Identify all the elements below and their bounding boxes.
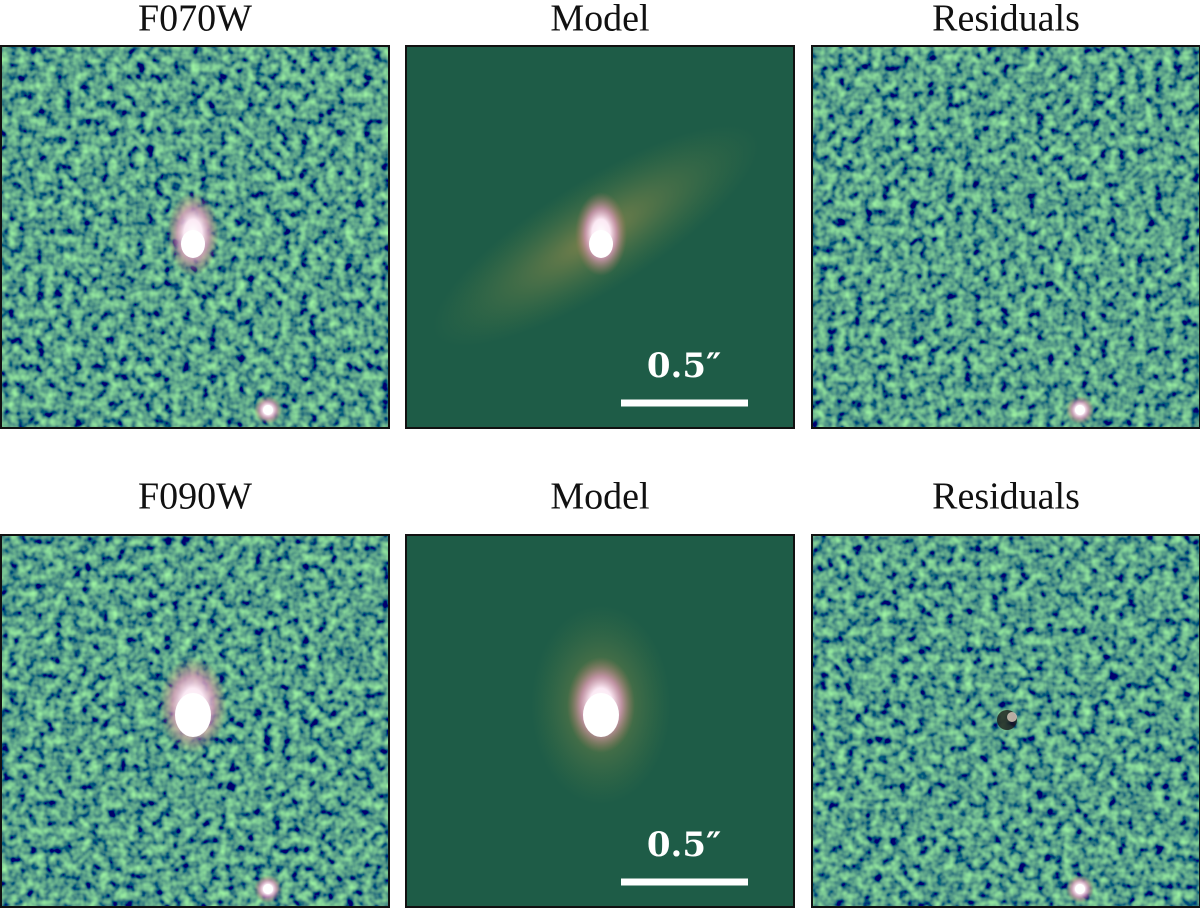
panel	[812, 46, 1200, 428]
panel	[1, 46, 389, 428]
scale-bar-label: 0.5″	[647, 825, 721, 865]
panel	[1, 535, 389, 907]
panel-frame	[811, 45, 1200, 429]
panel: 0.5″	[406, 535, 794, 907]
companion-core	[1075, 405, 1085, 415]
galaxy-nucleus	[181, 230, 205, 258]
panel-frame	[0, 45, 390, 429]
panel-title: Residuals	[932, 0, 1080, 40]
panel-frame	[0, 534, 390, 908]
panel-frame	[811, 534, 1200, 908]
panel-frame	[405, 45, 795, 429]
panel-title: Residuals	[932, 476, 1080, 518]
panel: 0.5″	[406, 46, 794, 428]
panel	[812, 535, 1200, 907]
panel-title: F090W	[138, 476, 252, 518]
panel-title: Model	[550, 0, 649, 40]
panel-title: F070W	[138, 0, 252, 40]
companion-core	[1075, 884, 1085, 894]
scale-bar-label: 0.5″	[647, 346, 721, 386]
panel-frame	[405, 534, 795, 908]
residual-spot	[1007, 712, 1017, 722]
galaxy-nucleus	[589, 230, 613, 258]
galaxy-nucleus	[175, 693, 211, 737]
companion-core	[263, 405, 273, 415]
galaxy-nucleus	[583, 693, 619, 737]
companion-core	[263, 884, 273, 894]
panel-title: Model	[550, 476, 649, 518]
noise-image	[812, 46, 1200, 428]
